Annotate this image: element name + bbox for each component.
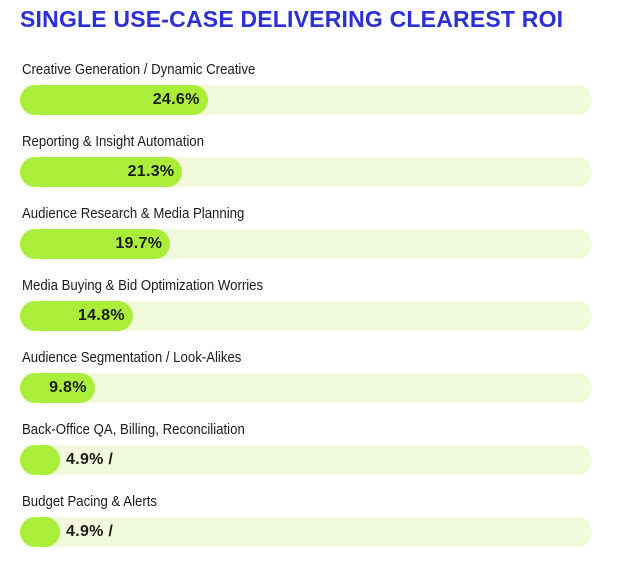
bar-row: Audience Research & Media Planning 19.7% <box>20 205 592 263</box>
bar-track: 4.9% / <box>20 445 592 475</box>
bar-row: Reporting & Insight Automation 21.3% <box>20 133 592 191</box>
value-label: 24.6% <box>152 91 200 108</box>
category-label: Budget Pacing & Alerts <box>22 493 158 510</box>
bar-fill <box>20 301 133 331</box>
bar-row: Back-Office QA, Billing, Reconciliation 4… <box>20 421 592 479</box>
bar-row: Creative Generation / Dynamic Creative 24… <box>20 61 592 119</box>
bar-fill <box>20 445 60 475</box>
bar-track: 19.7% <box>20 229 592 259</box>
bar-track: 14.8% <box>20 301 592 331</box>
bar-row: Audience Segmentation / Look-Alikes 9.8% <box>20 349 592 407</box>
bar-fill <box>20 157 183 187</box>
chart-title: SINGLE USE-CASE DELIVERING CLEAREST ROI <box>20 6 564 32</box>
bar-row: Budget Pacing & Alerts 4.9% / <box>20 493 592 551</box>
category-label: Audience Research & Media Planning <box>22 205 245 222</box>
category-label: Audience Segmentation / Look-Alikes <box>22 349 242 366</box>
value-label: 4.9% / <box>66 451 114 468</box>
bar-track: 24.6% <box>20 85 592 115</box>
bar-fill <box>20 85 208 115</box>
value-label: 14.8% <box>77 307 125 324</box>
bar-row: Media Buying & Bid Optimization Worries 1… <box>20 277 592 335</box>
bar-track: 9.8% <box>20 373 592 403</box>
category-label: Creative Generation / Dynamic Creative <box>22 61 256 78</box>
value-label: 19.7% <box>115 235 163 252</box>
value-label: 9.8% <box>49 379 87 396</box>
bar-fill <box>20 373 95 403</box>
value-label: 4.9% / <box>66 523 114 540</box>
category-label: Reporting & Insight Automation <box>22 133 204 150</box>
category-label: Back-Office QA, Billing, Reconciliation <box>22 421 245 438</box>
category-label: Media Buying & Bid Optimization Worries <box>22 277 264 294</box>
bar-fill <box>20 229 171 259</box>
value-label: 21.3% <box>127 163 175 180</box>
bar-fill <box>20 517 60 547</box>
bar-track: 21.3% <box>20 157 592 187</box>
bar-track: 4.9% / <box>20 517 592 547</box>
